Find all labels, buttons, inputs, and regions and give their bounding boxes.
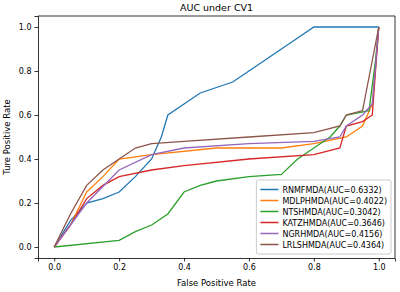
legend-swatch (260, 233, 278, 235)
legend-label: LRLSHMDA(AUC=0.4364) (282, 241, 384, 250)
tick-label: 0.8 (19, 67, 32, 76)
tick: 0.0 (48, 258, 61, 272)
chart: 0.0 0.2 0.4 0.6 0.8 1.0 0.0 0.2 0.4 0.6 0.8 1.0 AUC … (0, 0, 400, 292)
legend-label: MDLPHMDA(AUC=0.4022) (282, 197, 387, 206)
legend-swatch (260, 244, 278, 246)
axis-line (35, 17, 39, 259)
tick-mark (35, 203, 39, 204)
tick-mark (35, 159, 39, 160)
legend-box (256, 180, 391, 254)
tick-mark (379, 258, 380, 262)
tick-mark (35, 27, 39, 28)
legend-label: RNMFMDA(AUC=0.6332) (282, 186, 381, 195)
tick-label: 0.2 (113, 263, 126, 272)
tick-mark (119, 258, 120, 262)
tick: 0.6 (243, 258, 256, 272)
tick: 0.2 (113, 258, 126, 272)
tick-mark (35, 247, 39, 248)
frame (395, 16, 396, 258)
tick-label: 1.0 (19, 23, 32, 32)
legend-swatch (260, 200, 278, 202)
tick-label: 0.4 (178, 263, 191, 272)
tick-mark (249, 258, 250, 262)
tick: 0.0 (19, 243, 38, 252)
tick: 0.6 (19, 111, 38, 120)
tick-mark (35, 71, 39, 72)
tick: 0.8 (19, 67, 38, 76)
legend: RNMFMDA(AUC=0.6332) MDLPHMDA(AUC=0.4022) N… (256, 180, 391, 254)
tick-mark (184, 258, 185, 262)
tick: 0.4 (178, 258, 191, 272)
tick-label: 0.6 (243, 263, 256, 272)
tick-mark (35, 115, 39, 116)
x-axis: 0.0 0.2 0.4 0.6 0.8 1.0 (39, 258, 396, 272)
tick-mark (314, 258, 315, 262)
tick: 0.8 (308, 258, 321, 272)
tick-label: 0.0 (48, 263, 61, 272)
legend-label: NGRHMDA(AUC=0.4156) (282, 230, 382, 239)
legend-swatch (260, 222, 278, 224)
tick: 0.2 (19, 199, 38, 208)
axis-line (39, 259, 396, 262)
tick-mark (54, 258, 55, 262)
tick: 1.0 (19, 23, 38, 32)
legend-swatch (260, 211, 278, 213)
legend-label: NTSHMDA(AUC=0.3042) (282, 208, 380, 217)
tick-label: 0.8 (308, 263, 321, 272)
y-axis: 0.0 0.2 0.4 0.6 0.8 1.0 (19, 17, 39, 259)
y-axis-title: Ture Positive Rate (2, 99, 12, 176)
tick-label: 0.4 (19, 155, 32, 164)
tick-label: 0.0 (19, 243, 32, 252)
tick-label: 0.6 (19, 111, 32, 120)
x-axis-title: False Positive Rate (177, 278, 256, 288)
legend-swatch (260, 189, 278, 191)
tick-label: 0.2 (19, 199, 32, 208)
tick: 1.0 (373, 258, 386, 272)
frame (38, 16, 395, 17)
tick-label: 1.0 (373, 263, 386, 272)
tick: 0.4 (19, 155, 38, 164)
legend-label: KATZHMDA(AUC=0.3646) (282, 219, 385, 228)
title: AUC under CV1 (180, 2, 253, 13)
